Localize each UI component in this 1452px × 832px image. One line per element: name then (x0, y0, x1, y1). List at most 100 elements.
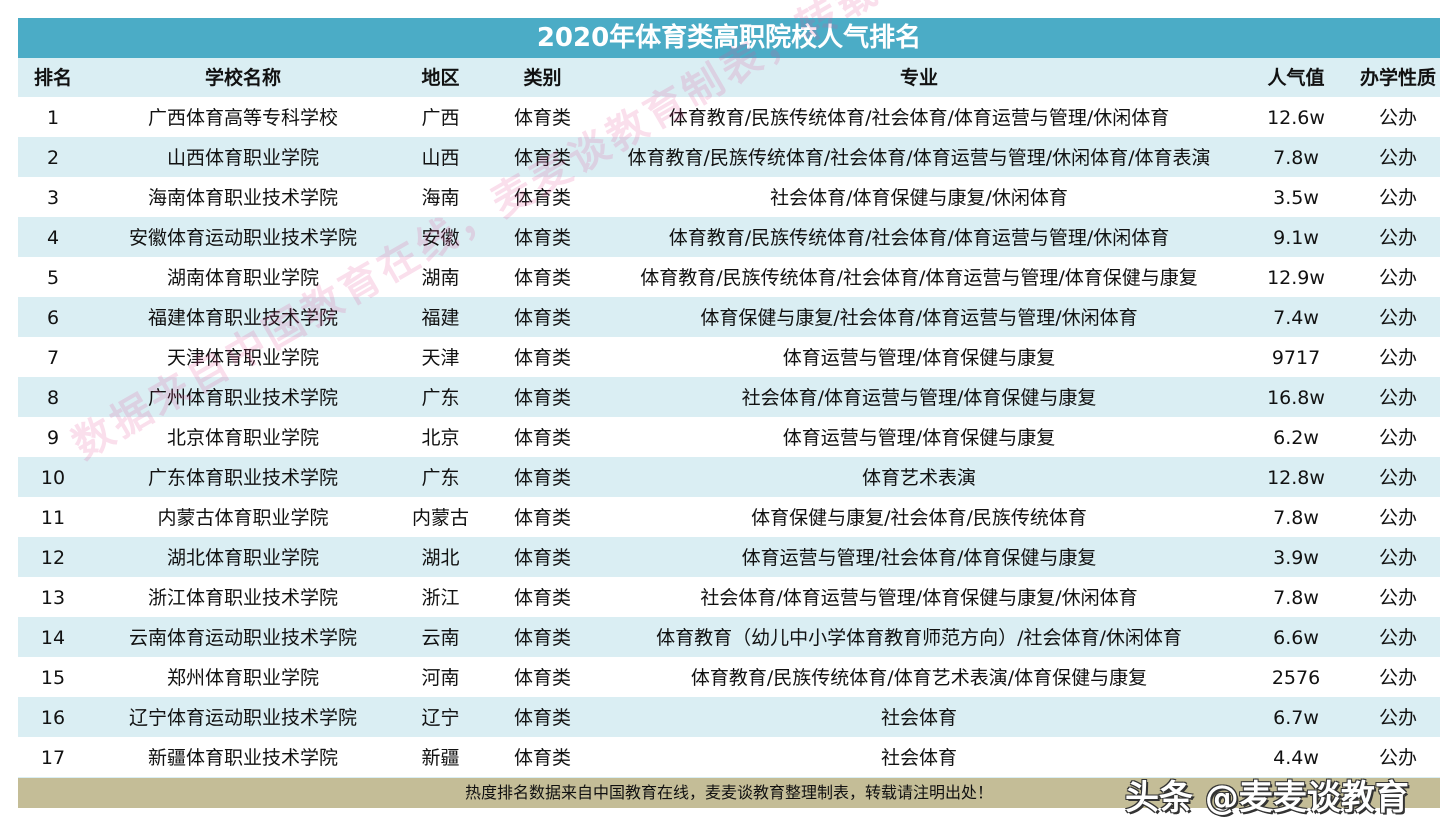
table-row: 6 福建体育职业技术学院 福建 体育类 体育保健与康复/社会体育/体育运营与管理/休闲体… (18, 298, 1440, 338)
cell-type: 体育类 (513, 466, 571, 489)
cell-major: 体育运营与管理/体育保健与康复 (782, 426, 1056, 449)
cell-nature: 公办 (1378, 226, 1417, 249)
cell-nature: 公办 (1378, 586, 1417, 609)
cell-major: 体育教育/民族传统体育/社会体育/体育运营与管理/休闲体育/体育表演 (627, 146, 1211, 169)
table-row: 3 海南体育职业技术学院 海南 体育类 社会体育/体育保健与康复/休闲体育 3.5w 公办 (18, 178, 1440, 218)
cell-type: 体育类 (513, 346, 571, 369)
cell-school: 广西体育高等专科学校 (147, 106, 338, 129)
cell-region: 辽宁 (421, 706, 460, 729)
cell-popularity: 4.4w (1273, 746, 1319, 769)
cell-region: 安徽 (421, 226, 460, 249)
header-row: 排名 学校名称 地区 类别 专业 人气值 办学性质 (18, 58, 1440, 98)
cell-rank: 11 (40, 506, 66, 529)
table-row: 7 天津体育职业学院 天津 体育类 体育运营与管理/体育保健与康复 9717 公办 (18, 338, 1440, 378)
cell-nature: 公办 (1378, 506, 1417, 529)
cell-major: 体育教育/民族传统体育/社会体育/体育运营与管理/休闲体育 (668, 226, 1170, 249)
cell-region: 云南 (421, 626, 460, 649)
cell-popularity: 2576 (1271, 666, 1321, 689)
table-footer: 热度排名数据来自中国教育在线，麦麦谈教育整理制表，转载请注明出处！ (18, 778, 1440, 808)
cell-school: 云南体育运动职业技术学院 (128, 626, 357, 649)
cell-rank: 13 (40, 586, 66, 609)
cell-popularity: 9717 (1271, 346, 1321, 369)
table-row: 15 郑州体育职业学院 河南 体育类 体育教育/民族传统体育/体育艺术表演/体育保健与康… (18, 658, 1440, 698)
cell-region: 海南 (421, 186, 460, 209)
cell-nature: 公办 (1378, 666, 1417, 689)
cell-type: 体育类 (513, 306, 571, 329)
cell-type: 体育类 (513, 186, 571, 209)
cell-region: 广东 (421, 466, 460, 489)
cell-popularity: 7.4w (1273, 306, 1319, 329)
cell-nature: 公办 (1378, 346, 1417, 369)
table-row: 4 安徽体育运动职业技术学院 安徽 体育类 体育教育/民族传统体育/社会体育/体育运营与… (18, 218, 1440, 258)
cell-major: 社会体育/体育运营与管理/体育保健与康复 (741, 386, 1097, 409)
table-row: 1 广西体育高等专科学校 广西 体育类 体育教育/民族传统体育/社会体育/体育运营与管理… (18, 98, 1440, 138)
cell-region: 河南 (421, 666, 460, 689)
table-row: 16 辽宁体育运动职业技术学院 辽宁 体育类 社会体育 6.7w 公办 (18, 698, 1440, 738)
cell-rank: 7 (46, 346, 60, 369)
cell-popularity: 12.8w (1267, 466, 1325, 489)
cell-nature: 公办 (1378, 306, 1417, 329)
cell-popularity: 3.9w (1273, 546, 1319, 569)
brand-logo: 头条 @麦麦谈教育 (1125, 778, 1409, 818)
cell-type: 体育类 (513, 666, 571, 689)
cell-nature: 公办 (1378, 546, 1417, 569)
cell-type: 体育类 (513, 266, 571, 289)
cell-rank: 2 (46, 146, 60, 169)
cell-type: 体育类 (513, 226, 571, 249)
cell-school: 湖北体育职业学院 (166, 546, 319, 569)
cell-region: 北京 (421, 426, 460, 449)
cell-region: 浙江 (421, 586, 460, 609)
cell-school: 郑州体育职业学院 (166, 666, 319, 689)
cell-rank: 4 (46, 226, 60, 249)
cell-popularity: 7.8w (1273, 506, 1319, 529)
table-row: 5 湖南体育职业学院 湖南 体育类 体育教育/民族传统体育/社会体育/体育运营与管理/体… (18, 258, 1440, 298)
cell-region: 湖北 (421, 546, 460, 569)
cell-major: 体育教育/民族传统体育/社会体育/体育运营与管理/体育保健与康复 (640, 266, 1198, 289)
cell-nature: 公办 (1378, 146, 1417, 169)
cell-school: 北京体育职业学院 (166, 426, 319, 449)
cell-school: 湖南体育职业学院 (166, 266, 319, 289)
cell-school: 浙江体育职业技术学院 (147, 586, 338, 609)
cell-major: 体育教育/民族传统体育/体育艺术表演/体育保健与康复 (690, 666, 1148, 689)
table-body: 1 广西体育高等专科学校 广西 体育类 体育教育/民族传统体育/社会体育/体育运营与管理… (18, 98, 1440, 778)
cell-school: 内蒙古体育职业学院 (157, 506, 329, 529)
cell-popularity: 6.7w (1273, 706, 1319, 729)
cell-region: 山西 (421, 146, 460, 169)
cell-popularity: 12.6w (1267, 106, 1325, 129)
cell-major: 体育运营与管理/社会体育/体育保健与康复 (741, 546, 1097, 569)
cell-rank: 15 (40, 666, 66, 689)
cell-type: 体育类 (513, 386, 571, 409)
cell-region: 广西 (421, 106, 460, 129)
table-row: 11 内蒙古体育职业学院 内蒙古 体育类 体育保健与康复/社会体育/民族传统体育 7.8w… (18, 498, 1440, 538)
cell-popularity: 12.9w (1267, 266, 1325, 289)
table-row: 2 山西体育职业学院 山西 体育类 体育教育/民族传统体育/社会体育/体育运营与管理/休… (18, 138, 1440, 178)
table-row: 9 北京体育职业学院 北京 体育类 体育运营与管理/体育保健与康复 6.2w 公办 (18, 418, 1440, 458)
cell-rank: 6 (46, 306, 60, 329)
cell-major: 体育保健与康复/社会体育/民族传统体育 (751, 506, 1087, 529)
header-school: 学校名称 (204, 66, 281, 89)
cell-nature: 公办 (1378, 386, 1417, 409)
cell-type: 体育类 (513, 626, 571, 649)
table-row: 13 浙江体育职业技术学院 浙江 体育类 社会体育/体育运营与管理/体育保健与康复/休闲… (18, 578, 1440, 618)
cell-school: 山西体育职业学院 (166, 146, 319, 169)
cell-rank: 5 (46, 266, 60, 289)
cell-region: 新疆 (421, 746, 460, 769)
cell-nature: 公办 (1378, 106, 1417, 129)
table-row: 10 广东体育职业技术学院 广东 体育类 体育艺术表演 12.8w 公办 (18, 458, 1440, 498)
cell-type: 体育类 (513, 146, 571, 169)
cell-rank: 8 (46, 386, 60, 409)
cell-popularity: 9.1w (1273, 226, 1319, 249)
cell-popularity: 6.6w (1273, 626, 1319, 649)
cell-nature: 公办 (1378, 626, 1417, 649)
cell-major: 社会体育/体育保健与康复/休闲体育 (770, 186, 1068, 209)
cell-popularity: 16.8w (1267, 386, 1325, 409)
cell-type: 体育类 (513, 546, 571, 569)
cell-type: 体育类 (513, 746, 571, 769)
table-row: 8 广州体育职业技术学院 广东 体育类 社会体育/体育运营与管理/体育保健与康复 16.8… (18, 378, 1440, 418)
cell-school: 海南体育职业技术学院 (147, 186, 338, 209)
cell-popularity: 7.8w (1273, 586, 1319, 609)
cell-school: 辽宁体育运动职业技术学院 (128, 706, 357, 729)
cell-popularity: 6.2w (1273, 426, 1319, 449)
cell-major: 体育教育（幼儿中小学体育教育师范方向）/社会体育/休闲体育 (656, 626, 1182, 649)
cell-region: 内蒙古 (411, 506, 469, 529)
